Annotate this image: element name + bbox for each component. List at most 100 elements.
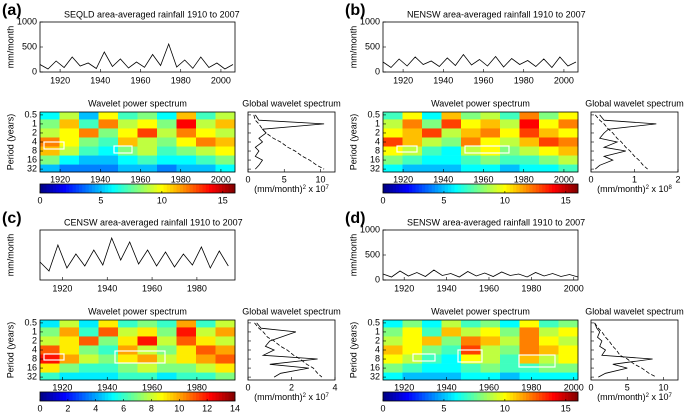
power-cell: [137, 119, 158, 129]
colorbar-tick-label: 0: [37, 403, 42, 413]
power-cell: [137, 372, 158, 381]
colorbar-swatch: [153, 184, 158, 193]
colorbar-swatch: [46, 392, 51, 401]
colorbar-tick-label: 0: [380, 195, 385, 205]
colorbar-swatch: [461, 184, 465, 193]
colorbar-swatch: [464, 184, 468, 193]
power-cell: [402, 155, 423, 165]
power-cell: [383, 372, 403, 381]
y-tick-label: 8: [32, 353, 37, 363]
power-cell: [215, 164, 236, 173]
power-cell: [519, 363, 540, 373]
power-cell: [98, 119, 119, 129]
power-cell: [441, 336, 462, 346]
power-cell: [98, 320, 119, 328]
superscript: 2: [303, 185, 307, 191]
colorbar-tick-label: 10: [157, 195, 167, 205]
colorbar-swatch: [147, 392, 151, 401]
colorbar-swatch: [548, 184, 553, 193]
colorbar-swatch: [105, 184, 109, 193]
colorbar-swatch: [144, 184, 148, 193]
spectrum-line: [256, 322, 318, 378]
colorbar-swatch: [88, 392, 93, 401]
colorbar-swatch: [179, 392, 184, 401]
highlight-box: [464, 145, 510, 154]
power-cell: [558, 345, 579, 355]
chart-title: Global wavelet spectrum: [585, 98, 684, 108]
label-part: (mm/month): [254, 392, 303, 402]
power-cell: [40, 354, 60, 364]
y-tick-label: 16: [370, 154, 380, 164]
colorbar-swatch: [59, 184, 64, 193]
colorbar-swatch: [218, 392, 223, 401]
power-cell: [118, 112, 138, 120]
y-axis-label: mm/month: [348, 234, 358, 277]
power-cell: [461, 336, 481, 346]
power-cell: [480, 336, 501, 346]
power-cell: [215, 320, 236, 328]
colorbar-swatch: [69, 184, 73, 193]
chart-title: Wavelet power spectrum: [88, 306, 187, 316]
y-tick-label: 16: [27, 362, 37, 372]
power-cell: [157, 119, 177, 129]
power-cell: [137, 363, 158, 373]
colorbar-swatch: [40, 392, 44, 401]
power-cell: [539, 137, 559, 147]
colorbar-swatch: [474, 392, 478, 401]
power-cell: [383, 137, 403, 147]
power-cell: [402, 137, 423, 147]
power-cell: [519, 336, 540, 346]
colorbar-swatch: [396, 392, 400, 401]
colorbar-swatch: [114, 392, 119, 401]
power-cell: [98, 146, 119, 156]
y-tick-label: 500: [365, 249, 380, 259]
colorbar-swatch: [571, 184, 576, 193]
colorbar-swatch: [506, 184, 511, 193]
y-tick-label: 1000: [17, 16, 37, 26]
colorbar-swatch: [428, 184, 433, 193]
colorbar-tick-label: 10: [500, 195, 510, 205]
x-tick-label: 1980: [171, 174, 191, 184]
power-cell: [215, 128, 236, 138]
chart-title: SENSW area-averaged rainfall 1910 to 200…: [407, 217, 585, 227]
power-cell: [422, 327, 442, 337]
power-cell: [500, 372, 520, 381]
superscript: 2: [646, 185, 650, 191]
power-cell: [196, 363, 216, 373]
power-cell: [157, 354, 177, 364]
power-cell: [519, 137, 540, 147]
x-tick-label: 1960: [130, 174, 150, 184]
power-cell: [196, 372, 216, 381]
colorbar-swatch: [176, 392, 181, 401]
colorbar-swatch: [412, 184, 416, 193]
power-cell: [461, 128, 481, 138]
power-cell: [118, 137, 138, 147]
power-cell: [196, 354, 216, 364]
colorbar-swatch: [470, 184, 475, 193]
power-cell: [422, 345, 442, 355]
colorbar-swatch: [457, 184, 462, 193]
power-cell: [441, 354, 462, 364]
colorbar-tick-label: 5: [98, 195, 103, 205]
power-cell: [422, 119, 442, 129]
label-part: x 10: [306, 184, 326, 194]
colorbar-swatch: [386, 392, 390, 401]
power-cell: [176, 320, 197, 328]
colorbar-swatch: [509, 392, 514, 401]
power-cell: [539, 363, 559, 373]
power-cell: [118, 363, 138, 373]
power-cell: [157, 336, 177, 346]
power-cell: [196, 137, 216, 147]
colorbar-swatch: [118, 392, 122, 401]
colorbar-swatch: [431, 184, 436, 193]
colorbar-swatch: [496, 392, 501, 401]
spectrum-line: [594, 322, 657, 378]
power-cell: [40, 128, 60, 138]
power-cell: [157, 320, 177, 328]
power-cell: [422, 320, 442, 328]
colorbar-swatch: [409, 392, 413, 401]
colorbar-swatch: [225, 392, 229, 401]
power-cell: [79, 155, 99, 165]
power-cell: [59, 155, 80, 165]
colorbar-swatch: [461, 392, 465, 401]
